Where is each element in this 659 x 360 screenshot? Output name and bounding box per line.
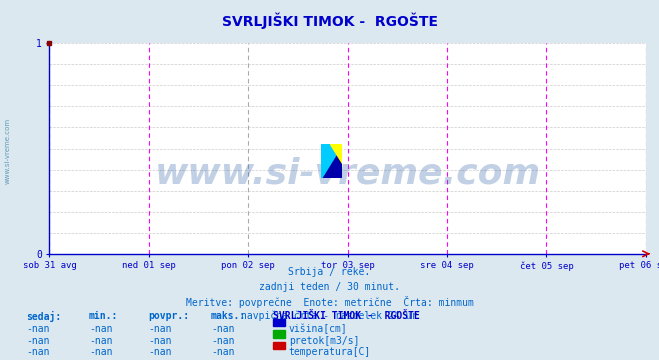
Text: temperatura[C]: temperatura[C] (289, 347, 371, 357)
Text: www.si-vreme.com: www.si-vreme.com (155, 157, 540, 191)
Text: -nan: -nan (26, 336, 50, 346)
Text: sedaj:: sedaj: (26, 311, 61, 323)
Text: -nan: -nan (89, 324, 113, 334)
Text: -nan: -nan (26, 347, 50, 357)
Text: -nan: -nan (148, 324, 172, 334)
Text: SVRLJIŠKI TIMOK -  RGOŠTE: SVRLJIŠKI TIMOK - RGOŠTE (273, 311, 420, 321)
Text: maks.:: maks.: (211, 311, 246, 321)
Text: SVRLJIŠKI TIMOK -  RGOŠTE: SVRLJIŠKI TIMOK - RGOŠTE (221, 13, 438, 29)
Text: -nan: -nan (211, 324, 235, 334)
Text: -nan: -nan (211, 347, 235, 357)
Text: www.si-vreme.com: www.si-vreme.com (5, 118, 11, 184)
Text: -nan: -nan (26, 324, 50, 334)
Text: navpična črta - razdelek 24 ur: navpična črta - razdelek 24 ur (241, 310, 418, 321)
Polygon shape (330, 144, 342, 163)
Text: zadnji teden / 30 minut.: zadnji teden / 30 minut. (259, 282, 400, 292)
Text: -nan: -nan (148, 347, 172, 357)
Text: Meritve: povprečne  Enote: metrične  Črta: minmum: Meritve: povprečne Enote: metrične Črta:… (186, 296, 473, 308)
Text: povpr.:: povpr.: (148, 311, 189, 321)
Text: min.:: min.: (89, 311, 119, 321)
Text: -nan: -nan (148, 336, 172, 346)
Text: višina[cm]: višina[cm] (289, 324, 347, 334)
Text: pretok[m3/s]: pretok[m3/s] (289, 336, 359, 346)
Polygon shape (321, 144, 342, 178)
Text: -nan: -nan (89, 347, 113, 357)
Text: -nan: -nan (89, 336, 113, 346)
Text: Srbija / reke.: Srbija / reke. (289, 267, 370, 277)
Text: -nan: -nan (211, 336, 235, 346)
Polygon shape (321, 144, 342, 178)
